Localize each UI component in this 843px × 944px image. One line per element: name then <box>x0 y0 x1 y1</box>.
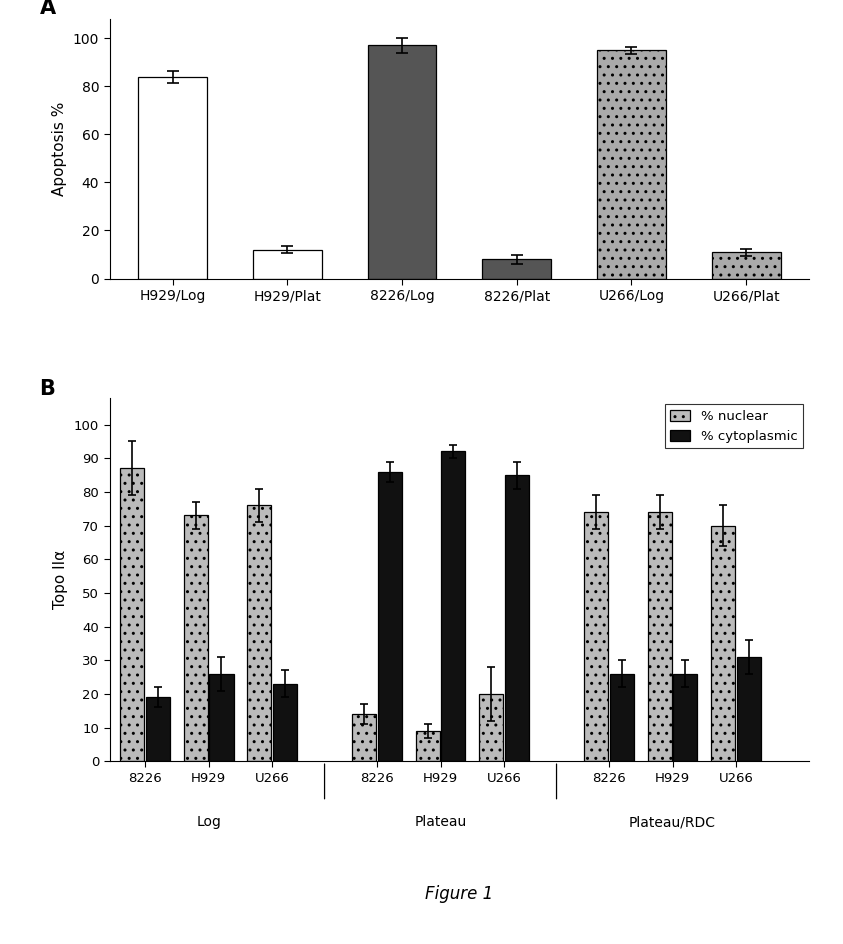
Text: Plateau: Plateau <box>415 815 467 829</box>
Bar <box>584 512 609 761</box>
Bar <box>711 526 735 761</box>
Bar <box>368 45 437 278</box>
Bar <box>416 731 440 761</box>
Bar <box>184 515 208 761</box>
Text: A: A <box>40 0 56 18</box>
Bar <box>609 674 634 761</box>
Bar <box>209 674 234 761</box>
Bar <box>138 76 207 278</box>
Bar <box>482 260 551 278</box>
Y-axis label: Apoptosis %: Apoptosis % <box>52 102 67 196</box>
Bar <box>737 657 761 761</box>
Bar <box>479 694 503 761</box>
Bar <box>505 475 529 761</box>
Bar <box>647 512 672 761</box>
Bar <box>378 472 402 761</box>
Bar <box>146 698 170 761</box>
Text: B: B <box>40 379 56 399</box>
Y-axis label: Topo IIα: Topo IIα <box>53 549 68 609</box>
Bar <box>253 250 322 278</box>
Text: Figure 1: Figure 1 <box>426 885 493 903</box>
Bar <box>597 50 666 278</box>
Bar <box>247 505 271 761</box>
Bar <box>352 714 376 761</box>
Text: Plateau/RDC: Plateau/RDC <box>629 815 716 829</box>
Bar <box>121 468 144 761</box>
Bar <box>674 674 697 761</box>
Legend: % nuclear, % cytoplasmic: % nuclear, % cytoplasmic <box>665 404 803 448</box>
Bar <box>441 451 465 761</box>
Bar <box>273 683 297 761</box>
Bar <box>711 252 781 278</box>
Text: Log: Log <box>196 815 221 829</box>
